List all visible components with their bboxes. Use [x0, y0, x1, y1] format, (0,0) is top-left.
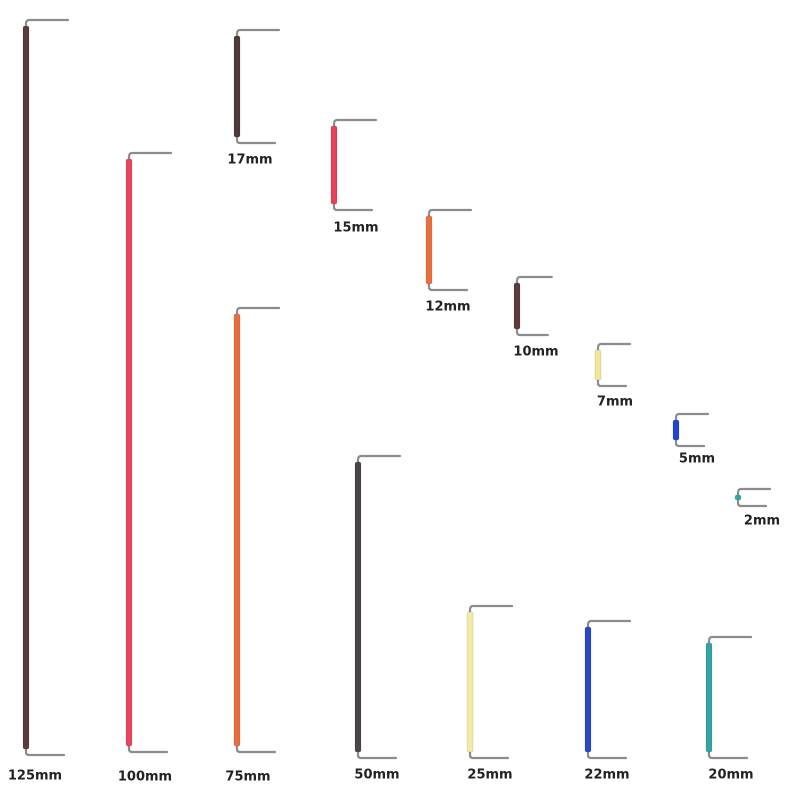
wire-label: 50mm [354, 768, 399, 783]
wire-lead [515, 275, 553, 337]
wire-lead [596, 342, 632, 388]
wire-insulation [233, 313, 241, 747]
wire-insulation [672, 419, 680, 441]
wire-insulation [22, 25, 30, 750]
wire-insulation [594, 349, 602, 381]
wire-insulation [513, 282, 521, 330]
wire-label: 22mm [584, 768, 629, 783]
wire-label: 15mm [333, 221, 378, 236]
wire-lead [356, 454, 402, 760]
wire-insulation [330, 125, 338, 205]
wire-label: 25mm [467, 768, 512, 783]
wire-insulation [734, 494, 742, 501]
wire-label: 12mm [425, 300, 470, 315]
wire-lead [468, 604, 514, 760]
wire-label: 17mm [227, 153, 272, 168]
wire-insulation [425, 215, 433, 285]
wire-insulation [125, 158, 133, 747]
wire-lead [586, 619, 632, 760]
wire-label: 20mm [708, 768, 753, 783]
wire-label: 7mm [597, 395, 633, 410]
wire-label: 5mm [679, 452, 715, 467]
wire-lead [24, 18, 70, 757]
wire-lead [235, 306, 281, 754]
wire-insulation [584, 626, 592, 753]
wire-insulation [354, 461, 362, 753]
wire-label: 100mm [118, 770, 172, 785]
wire-label: 2mm [744, 514, 780, 529]
wire-label: 10mm [513, 345, 558, 360]
wire-lead [707, 635, 753, 760]
wire-insulation [705, 642, 713, 753]
wire-lead [332, 118, 378, 212]
wire-lead [127, 151, 173, 754]
wire-lead [235, 28, 281, 145]
wire-insulation [466, 611, 474, 753]
wire-label: 125mm [8, 769, 62, 784]
wire-insulation [233, 35, 241, 138]
wire-lead [427, 208, 473, 292]
wire-label: 75mm [225, 770, 270, 785]
wire-lead [736, 487, 772, 508]
wire-lead [674, 412, 710, 448]
